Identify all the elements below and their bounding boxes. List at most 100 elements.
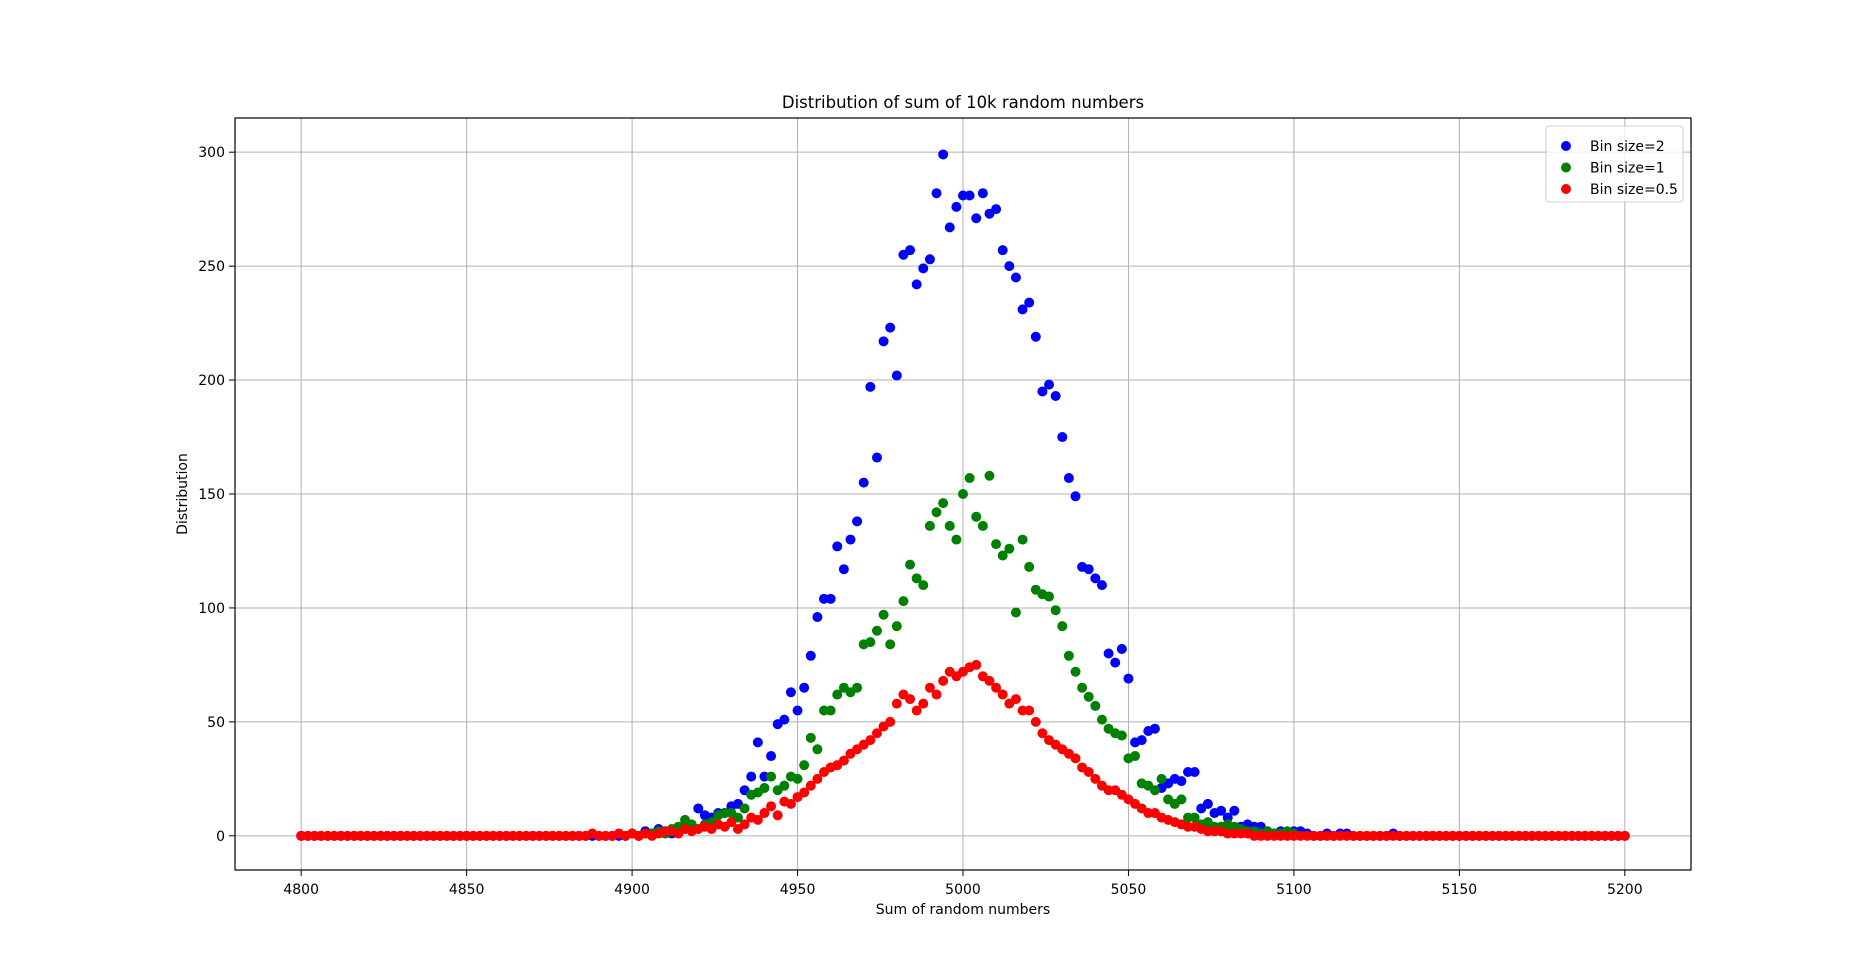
axis-ticks: 4800 4850 4900 4950 5000 5050 5100 5150 5200 0 50 1… bbox=[198, 145, 1642, 898]
y-tick-label: 200 bbox=[198, 373, 225, 389]
data-point bbox=[1010, 272, 1021, 283]
legend-label: Bin size=2 bbox=[1590, 139, 1665, 155]
data-point bbox=[1090, 700, 1101, 711]
data-point bbox=[852, 682, 863, 693]
data-point bbox=[838, 564, 849, 575]
data-point bbox=[805, 780, 816, 791]
data-point bbox=[924, 520, 935, 531]
data-point bbox=[1216, 805, 1227, 816]
data-point bbox=[766, 771, 777, 782]
legend-box bbox=[1545, 125, 1684, 203]
data-point bbox=[1017, 534, 1028, 545]
data-point bbox=[1149, 785, 1160, 796]
data-point bbox=[931, 507, 942, 518]
x-tick-label: 5000 bbox=[945, 882, 981, 898]
data-point bbox=[905, 559, 916, 570]
data-point bbox=[1130, 751, 1141, 762]
x-tick-label: 4800 bbox=[283, 882, 319, 898]
data-point bbox=[1004, 543, 1015, 554]
y-axis-label: Distribution bbox=[175, 453, 191, 535]
data-point bbox=[938, 675, 949, 686]
data-point bbox=[898, 596, 909, 607]
data-point bbox=[1202, 798, 1213, 809]
data-point bbox=[1044, 591, 1055, 602]
data-point bbox=[1057, 432, 1068, 443]
data-point bbox=[1090, 773, 1101, 784]
data-point bbox=[792, 773, 803, 784]
data-point bbox=[766, 801, 777, 812]
data-point bbox=[905, 245, 916, 256]
data-point bbox=[799, 787, 810, 798]
data-point bbox=[1030, 716, 1041, 727]
data-point bbox=[918, 580, 929, 591]
x-tick-label: 4950 bbox=[780, 882, 816, 898]
data-point bbox=[785, 798, 796, 809]
data-point bbox=[1057, 621, 1068, 632]
data-point bbox=[1176, 776, 1187, 787]
data-point bbox=[984, 675, 995, 686]
data-point bbox=[1037, 728, 1048, 739]
data-point bbox=[1024, 561, 1035, 572]
data-point bbox=[931, 689, 942, 700]
data-point bbox=[805, 732, 816, 743]
data-point bbox=[944, 222, 955, 233]
data-point bbox=[1189, 767, 1200, 778]
data-point bbox=[852, 516, 863, 527]
data-point bbox=[1116, 730, 1127, 741]
data-point bbox=[1070, 753, 1081, 764]
data-point bbox=[918, 263, 929, 274]
data-point bbox=[1096, 580, 1107, 591]
data-point bbox=[865, 637, 876, 648]
data-point bbox=[885, 639, 896, 650]
data-point bbox=[924, 682, 935, 693]
data-point bbox=[997, 245, 1008, 256]
data-point bbox=[938, 498, 949, 509]
legend-marker bbox=[1561, 184, 1571, 194]
data-point bbox=[1077, 682, 1088, 693]
data-point bbox=[1083, 691, 1094, 702]
data-point bbox=[792, 705, 803, 716]
data-point bbox=[871, 728, 882, 739]
data-point bbox=[1189, 812, 1200, 823]
data-point bbox=[977, 188, 988, 199]
data-point bbox=[1136, 735, 1147, 746]
data-point bbox=[838, 755, 849, 766]
data-point bbox=[812, 612, 823, 623]
data-point bbox=[772, 810, 783, 821]
data-point bbox=[991, 539, 1002, 550]
data-point bbox=[1050, 605, 1061, 616]
data-point bbox=[752, 814, 763, 825]
y-tick-label: 250 bbox=[198, 259, 225, 275]
data-point bbox=[739, 819, 750, 830]
data-point bbox=[871, 625, 882, 636]
data-point bbox=[805, 650, 816, 661]
data-point bbox=[1090, 573, 1101, 584]
data-point bbox=[1004, 261, 1015, 272]
data-point bbox=[759, 808, 770, 819]
data-point bbox=[885, 322, 896, 333]
data-point bbox=[871, 452, 882, 463]
data-point bbox=[1103, 648, 1114, 659]
x-tick-label: 4900 bbox=[614, 882, 650, 898]
data-point bbox=[885, 716, 896, 727]
data-point bbox=[1149, 723, 1160, 734]
data-point bbox=[1619, 830, 1630, 841]
data-point bbox=[832, 541, 843, 552]
data-point bbox=[944, 520, 955, 531]
data-point bbox=[1070, 491, 1081, 502]
data-point bbox=[825, 593, 836, 604]
data-point bbox=[971, 213, 982, 224]
legend-marker bbox=[1561, 162, 1571, 173]
data-point bbox=[951, 534, 962, 545]
data-point bbox=[1116, 643, 1127, 654]
legend-marker bbox=[1561, 141, 1571, 151]
data-point bbox=[924, 254, 935, 265]
data-point bbox=[759, 782, 770, 793]
data-point bbox=[938, 149, 949, 160]
data-point bbox=[1044, 379, 1055, 390]
data-point bbox=[832, 689, 843, 700]
data-point bbox=[845, 534, 856, 545]
data-point bbox=[1017, 304, 1028, 315]
data-point bbox=[951, 201, 962, 212]
